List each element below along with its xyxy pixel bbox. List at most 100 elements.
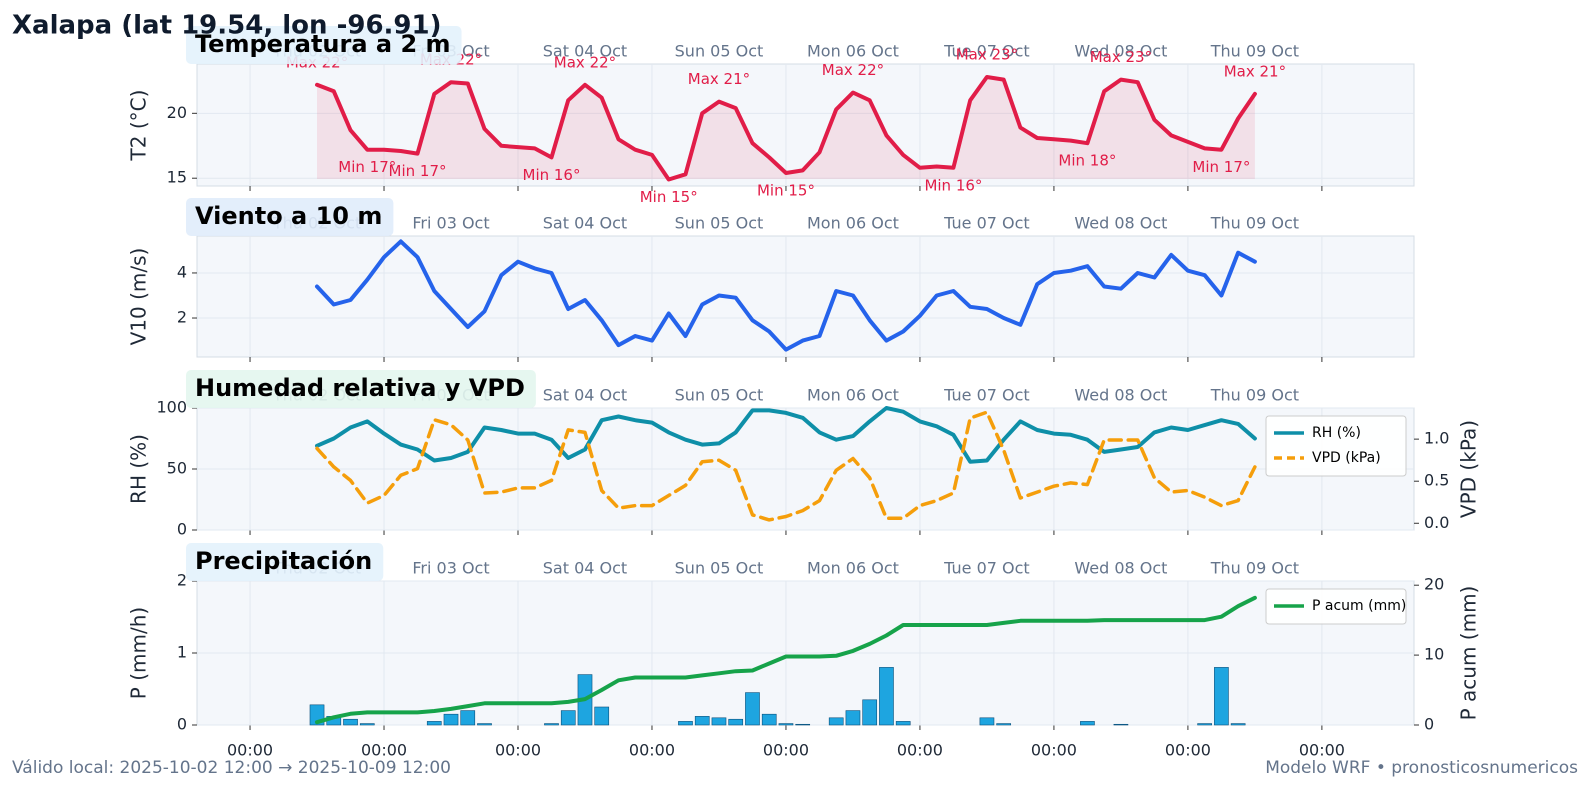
day-label: Mon 06 Oct	[807, 386, 899, 405]
y-tick-label: 2	[177, 571, 187, 590]
bar	[678, 721, 693, 726]
bar	[778, 723, 794, 726]
day-label: Thu 09 Oct	[1210, 386, 1299, 405]
y2-tick-label: 0.0	[1424, 513, 1449, 532]
annotation: Max 21°	[1224, 62, 1286, 80]
y2-axis-label: P acum (mm)	[1457, 586, 1481, 721]
day-label: Sun 05 Oct	[675, 559, 764, 578]
x-tick-label: 00:00	[763, 741, 809, 760]
bar	[477, 723, 492, 726]
y-axis-label: V10 (m/s)	[127, 248, 151, 346]
day-label: Fri 03 Oct	[412, 214, 489, 233]
day-label: Mon 06 Oct	[807, 559, 899, 578]
annotation: Min 18°	[1058, 152, 1116, 170]
day-label: Thu 09 Oct	[1210, 559, 1299, 578]
x-tick-label: 00:00	[361, 741, 407, 760]
bar	[711, 717, 727, 726]
panel-title: Precipitación	[195, 547, 372, 575]
annotation: Min 15°	[640, 188, 698, 206]
legend-box	[1265, 588, 1407, 625]
bar	[694, 716, 710, 726]
day-label: Sat 04 Oct	[543, 214, 627, 233]
line	[315, 75, 1257, 182]
bar	[862, 699, 878, 726]
bar	[1197, 723, 1212, 726]
legend-box	[1265, 415, 1407, 477]
footer-left: Válido local: 2025-10-02 12:00 → 2025-10…	[12, 758, 451, 778]
day-label: Wed 08 Oct	[1074, 559, 1167, 578]
x-tick-label: 00:00	[1031, 741, 1077, 760]
y2-tick-label: 1.0	[1424, 429, 1449, 448]
day-label: Sat 04 Oct	[543, 386, 627, 405]
y2-tick-label: 10	[1424, 645, 1444, 664]
legend: RH (%) VPD (kPa)	[1265, 415, 1407, 477]
annotation: Min 17°	[389, 162, 447, 180]
y-axis-label: RH (%)	[127, 434, 151, 504]
x-tick-label: 00:00	[629, 741, 675, 760]
y2-tick-label: 20	[1424, 575, 1444, 594]
day-label: Tue 07 Oct	[943, 214, 1030, 233]
annotation: Min 16°	[924, 176, 982, 194]
y2-tick-label: 0.5	[1424, 471, 1449, 490]
area	[317, 77, 1255, 180]
x-tick-label: 00:00	[897, 741, 943, 760]
footer-right: Modelo WRF • pronosticosnumericos	[1265, 758, 1578, 778]
day-label: Wed 08 Oct	[1074, 386, 1167, 405]
day-label: Sun 05 Oct	[675, 386, 764, 405]
panel-title-box	[186, 198, 394, 236]
day-label: Tue 07 Oct	[943, 42, 1030, 61]
line	[315, 410, 1257, 522]
y-tick-label: 20	[167, 103, 187, 122]
line	[315, 595, 1257, 725]
bar	[460, 710, 476, 726]
y-tick-label: 2	[177, 308, 187, 327]
y-tick-label: 1	[177, 643, 187, 662]
day-label: Wed 08 Oct	[1074, 42, 1167, 61]
bar	[979, 717, 995, 726]
bar	[443, 713, 459, 726]
bar	[795, 723, 811, 726]
day-label: Thu 09 Oct	[1210, 214, 1299, 233]
y2-axis-label: VPD (kPa)	[1457, 420, 1481, 518]
day-label: Mon 06 Oct	[807, 42, 899, 61]
day-label: Sun 05 Oct	[675, 214, 764, 233]
bar	[560, 710, 576, 726]
bar	[879, 667, 894, 726]
bar	[594, 706, 610, 726]
day-label: Tue 07 Oct	[943, 559, 1030, 578]
bar	[996, 723, 1012, 726]
x-tick-label: 00:00	[495, 741, 541, 760]
bar	[359, 723, 375, 726]
x-tick-label: 00:00	[1299, 741, 1345, 760]
bar	[1230, 723, 1246, 726]
annotation: Min 17°	[1192, 158, 1250, 176]
annotation: Min 17°	[338, 158, 396, 176]
line	[315, 406, 1257, 464]
bar	[745, 692, 760, 726]
annotation: Max 22°	[554, 53, 616, 71]
x-tick-label: 00:00	[227, 741, 273, 760]
y-tick-label: 50	[167, 459, 187, 478]
annotation: Max 23°	[1090, 48, 1152, 66]
day-label: Sat 04 Oct	[543, 42, 627, 61]
y-tick-label: 0	[177, 715, 187, 734]
bar	[544, 723, 559, 726]
bar	[761, 713, 777, 726]
y2-tick-label: 0	[1424, 715, 1434, 734]
day-label: Sat 04 Oct	[543, 559, 627, 578]
y-tick-label: 100	[156, 398, 187, 417]
line	[315, 239, 1257, 352]
annotation: Max 23°	[956, 45, 1018, 63]
day-label: Thu 09 Oct	[1210, 42, 1299, 61]
bar	[1113, 723, 1129, 726]
panel-title-box	[186, 543, 384, 581]
y-tick-label: 4	[177, 262, 187, 281]
annotation: Max 21°	[688, 70, 750, 88]
day-label: Mon 06 Oct	[807, 214, 899, 233]
annotation: Min 15°	[757, 182, 815, 200]
panel-title: Humedad relativa y VPD	[195, 374, 525, 402]
legend-label: VPD (kPa)	[1312, 450, 1381, 466]
bar	[728, 718, 744, 726]
y-axis-label: T2 (°C)	[127, 90, 151, 162]
